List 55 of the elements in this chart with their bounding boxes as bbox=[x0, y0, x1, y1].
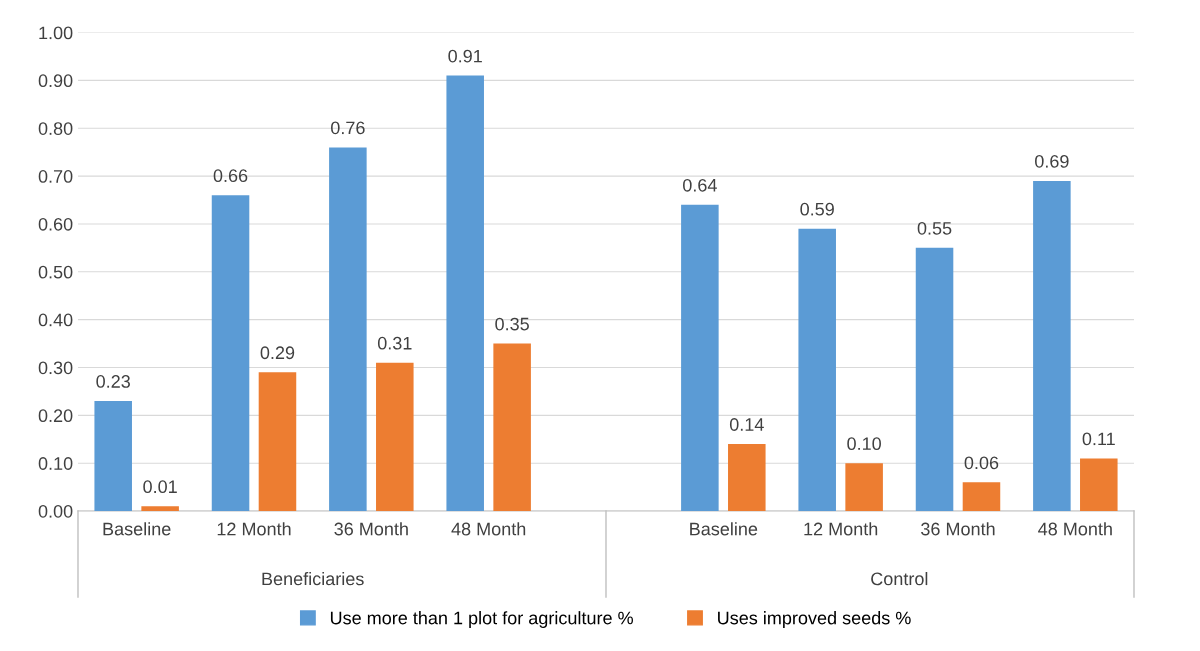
y-tick-label: 0.40 bbox=[38, 313, 73, 327]
x-tick-label: 48 Month bbox=[1038, 522, 1112, 536]
data-label: 0.69 bbox=[1035, 154, 1069, 168]
bar bbox=[376, 362, 414, 512]
bar bbox=[493, 343, 531, 512]
x-tick-label: Baseline bbox=[690, 522, 758, 536]
bar bbox=[446, 75, 484, 512]
y-tick-label: 0.70 bbox=[38, 170, 73, 183]
data-label: 0.66 bbox=[213, 169, 248, 183]
data-label: 0.23 bbox=[96, 375, 130, 388]
x-tick-label: Baseline bbox=[103, 522, 171, 536]
bar bbox=[728, 444, 766, 512]
y-tick-label: 0.10 bbox=[38, 457, 73, 470]
bar bbox=[329, 147, 367, 512]
legend-label: Use more than 1 plot for agriculture % bbox=[330, 611, 633, 628]
data-label: 0.64 bbox=[683, 178, 717, 192]
bar bbox=[258, 372, 297, 512]
data-label: 0.59 bbox=[800, 202, 834, 216]
x-tick-label: 12 Month bbox=[217, 522, 291, 536]
bar bbox=[94, 400, 132, 512]
y-tick-label: 0.50 bbox=[38, 265, 73, 279]
bar bbox=[845, 463, 883, 512]
bar bbox=[1080, 458, 1118, 512]
data-label: 0.35 bbox=[495, 317, 529, 331]
y-tick-label: 0.30 bbox=[38, 361, 73, 375]
bar bbox=[915, 247, 954, 512]
y-tick-label: 0.80 bbox=[38, 122, 73, 135]
bar bbox=[798, 228, 836, 512]
data-label: 0.55 bbox=[917, 221, 952, 235]
data-label: 0.76 bbox=[331, 121, 365, 135]
bar bbox=[962, 482, 1001, 512]
bar bbox=[681, 204, 719, 512]
data-label: 0.01 bbox=[143, 480, 177, 494]
text: Beneficiaries bbox=[262, 572, 364, 586]
x-tick-label: 36 Month bbox=[921, 522, 995, 536]
y-tick-label: 0.90 bbox=[38, 74, 73, 88]
data-label: 0.06 bbox=[964, 456, 999, 470]
data-label: 0.31 bbox=[377, 336, 412, 350]
legend-label: Uses improved seeds % bbox=[718, 611, 911, 628]
y-tick-label: 0.60 bbox=[38, 217, 73, 231]
x-tick-label: 36 Month bbox=[334, 522, 408, 536]
data-label: 0.11 bbox=[1082, 432, 1115, 446]
bar bbox=[211, 195, 250, 512]
data-label: 0.14 bbox=[729, 418, 764, 431]
text: Control bbox=[871, 572, 928, 586]
y-tick-label: 1.00 bbox=[39, 26, 73, 40]
x-tick-label: 48 Month bbox=[451, 522, 526, 536]
x-tick-label: 12 Month bbox=[804, 522, 878, 536]
y-tick-label: 0.20 bbox=[38, 409, 73, 423]
data-label: 0.29 bbox=[260, 346, 295, 360]
bar bbox=[1033, 180, 1071, 512]
data-label: 0.10 bbox=[847, 437, 881, 451]
bar bbox=[141, 506, 179, 512]
y-tick-label: 0.00 bbox=[38, 504, 73, 518]
data-label: 0.91 bbox=[448, 49, 482, 63]
